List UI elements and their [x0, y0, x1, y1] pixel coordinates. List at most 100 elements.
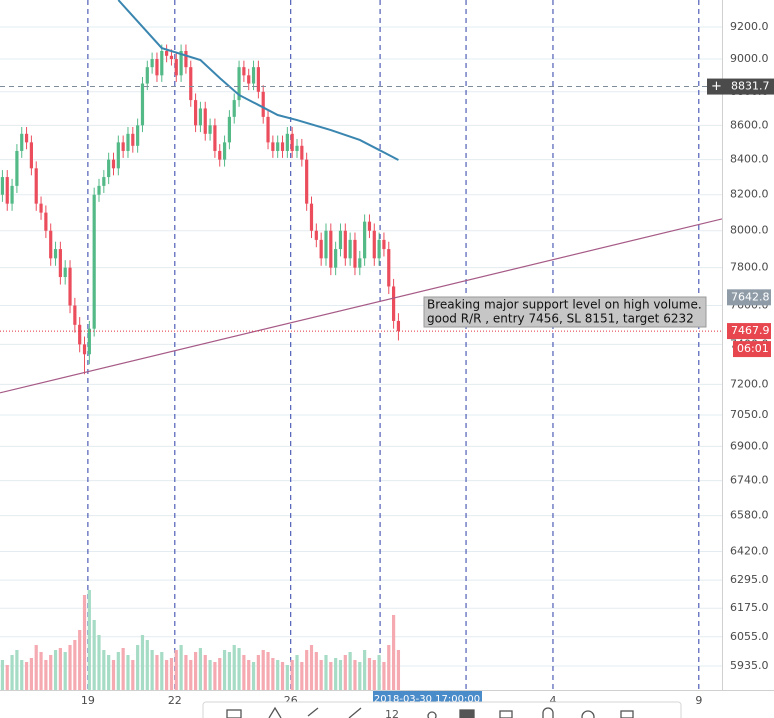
trend-price: 7642.8	[731, 290, 770, 303]
candle-body	[78, 324, 82, 345]
tool-icon[interactable]	[427, 711, 437, 718]
toolbar[interactable]: 12	[202, 701, 682, 718]
candle-body	[126, 133, 130, 151]
countdown-tag	[733, 341, 771, 358]
candle-body	[49, 230, 53, 259]
candle-body	[334, 249, 338, 268]
candle-body	[237, 67, 241, 101]
candle-body	[107, 159, 111, 178]
overlays: +8831.7 7642.8 7467.9 06:01 Breaking major s…	[373, 78, 774, 706]
y-tick-label: 6175.0	[730, 601, 769, 614]
candle-body	[319, 239, 323, 259]
tool-icon[interactable]	[581, 710, 595, 718]
volume-bar	[73, 640, 77, 690]
volume-bar	[97, 635, 101, 690]
countdown: 06:01	[737, 342, 769, 355]
candle-body	[160, 50, 164, 76]
candle-body	[155, 59, 159, 76]
tool-icon[interactable]	[620, 710, 634, 718]
crosshair-plus: +	[711, 79, 722, 94]
tool-icon[interactable]	[348, 707, 362, 718]
candle-body	[198, 108, 203, 126]
volume-bar	[136, 645, 140, 690]
candle-body	[20, 133, 24, 151]
volume-bar	[213, 662, 217, 690]
volume-bar	[131, 660, 135, 690]
volume-bar	[116, 652, 120, 690]
moving-average	[117, 0, 399, 161]
volume-bar	[338, 660, 343, 690]
candle-body	[295, 145, 299, 151]
volume-bar	[165, 660, 169, 690]
toolbar-text[interactable]: 12	[385, 708, 399, 718]
volume-bar	[242, 655, 246, 690]
candle-body	[338, 230, 343, 250]
y-tick-label: 6740.0	[730, 474, 769, 487]
volume-bar	[218, 658, 222, 690]
tool-icon[interactable]	[268, 706, 282, 718]
candle-body	[266, 116, 270, 143]
volume-bar	[140, 635, 145, 690]
candle-body	[111, 159, 116, 169]
volume-bar	[343, 655, 347, 690]
candle-body	[271, 142, 275, 151]
volume-bar	[251, 662, 256, 690]
volume-bar	[208, 660, 212, 690]
volume-bar	[10, 655, 14, 690]
candle-body	[358, 258, 362, 268]
candle-body	[348, 239, 352, 259]
candle-body	[377, 239, 381, 259]
candle-body	[251, 67, 256, 84]
candle-body	[203, 108, 207, 134]
candle-body	[324, 230, 328, 259]
candle-body	[372, 230, 376, 259]
candle-body	[131, 133, 135, 146]
volume-bar	[203, 655, 207, 690]
toolbar-bg	[202, 701, 682, 718]
tool-icon[interactable]	[226, 709, 242, 718]
y-tick-label: 8400.0	[730, 153, 769, 166]
tool-icon[interactable]	[459, 709, 475, 718]
trend-price-tag	[727, 289, 771, 306]
volume-bar	[44, 660, 48, 690]
volume-bar	[102, 650, 106, 690]
volume-bar	[111, 660, 116, 690]
candle-body	[387, 249, 391, 287]
candle-body	[145, 67, 149, 84]
candle-body	[82, 344, 87, 355]
candle-body	[367, 221, 372, 231]
tool-icon[interactable]	[542, 707, 554, 718]
tool-icon[interactable]	[499, 710, 513, 718]
trend-line	[0, 218, 722, 394]
y-tick-label: 5935.0	[730, 659, 769, 672]
volume-bar	[169, 658, 174, 690]
volume-bar	[5, 665, 9, 690]
volume-bar	[348, 652, 352, 690]
candle-body	[63, 267, 67, 278]
y-tick-label: 7800.0	[730, 261, 769, 274]
candle-body	[193, 100, 198, 126]
candle-body	[102, 177, 106, 186]
volume-bar	[319, 660, 323, 690]
y-tick-label: 6580.0	[730, 509, 769, 522]
candle-body	[256, 67, 260, 92]
candle-body	[300, 145, 304, 160]
volume-bar	[324, 655, 328, 690]
volume-bar	[34, 645, 38, 690]
x-tick-label: 9	[695, 694, 702, 707]
volume-bar	[155, 655, 159, 690]
volume-bar	[58, 648, 62, 690]
volume-bar	[334, 658, 338, 690]
volume-bar	[82, 595, 87, 690]
candle-body	[189, 67, 193, 101]
last-price: 7467.9	[731, 324, 770, 337]
volume-bar	[314, 652, 318, 690]
volume-bar	[53, 650, 58, 690]
candle-body	[222, 142, 227, 160]
date-label: 2018-03-30 17:00:00	[374, 694, 480, 705]
candle-body	[0, 177, 5, 195]
y-tick-label: 8600.0	[730, 118, 769, 131]
volume-bar	[227, 652, 231, 690]
tool-icon[interactable]	[307, 707, 319, 717]
candle-body	[276, 142, 280, 151]
